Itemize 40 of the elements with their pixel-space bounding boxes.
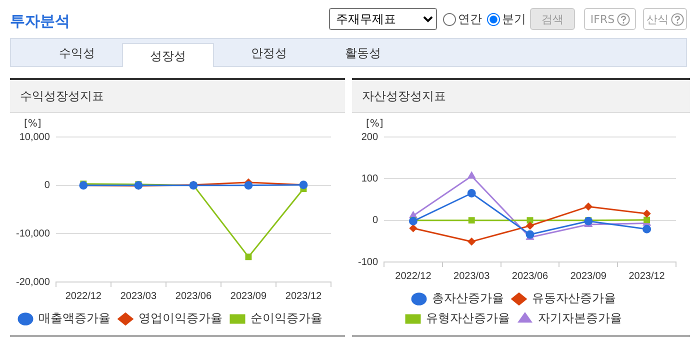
- x-tick-label: 2022/12: [65, 290, 102, 302]
- text: 주재무제표: [329, 8, 437, 30]
- legend-label: 영업이익증가율: [138, 311, 222, 326]
- x-tick-label: 2023/12: [285, 290, 322, 302]
- y-tick-label: 100: [361, 173, 378, 184]
- y-tick-label: -20,000: [16, 276, 50, 288]
- text: 활동성: [344, 45, 382, 62]
- legend-label: 총자산증가율: [432, 291, 504, 306]
- y-tick-label: 200: [361, 132, 378, 143]
- chart-title: 수익성장성지표: [10, 80, 345, 113]
- legend-label: 자기자본증가율: [538, 311, 622, 326]
- y-tick-label: 0: [44, 180, 50, 192]
- x-tick-label: 2023/03: [454, 270, 490, 282]
- legend-label: 매출액증가율: [38, 311, 110, 326]
- chart-title: 자산성장성지표: [352, 80, 690, 113]
- x-tick-label: 2023/09: [230, 290, 267, 302]
- legend-label: 순이익증가율: [250, 311, 322, 326]
- y-axis-title: [%]: [366, 118, 384, 130]
- text: 연간: [457, 11, 482, 28]
- y-tick-label: 0: [372, 215, 378, 226]
- y-tick-label: -100: [358, 256, 378, 268]
- x-tick-label: 2023/06: [512, 270, 549, 282]
- legend-label: 유형자산증가율: [426, 311, 510, 326]
- text: IFRS: [584, 8, 636, 30]
- y-tick-label: -10,000: [16, 228, 50, 240]
- x-tick-label: 2023/09: [570, 270, 607, 282]
- y-axis-title: [%]: [24, 118, 42, 130]
- text: 수익성: [58, 45, 96, 62]
- text: 성장성: [122, 43, 214, 67]
- legend-label: 유동자산증가율: [532, 291, 616, 306]
- x-tick-label: 2023/06: [175, 290, 212, 302]
- x-tick-label: 2023/03: [120, 290, 157, 302]
- text: 검색: [530, 8, 575, 30]
- text: 분기: [501, 11, 526, 28]
- text: 산식: [643, 8, 687, 30]
- x-tick-label: 2022/12: [395, 270, 432, 282]
- text: 안정성: [250, 45, 288, 62]
- y-tick-label: 10,000: [19, 132, 50, 143]
- x-tick-label: 2023/12: [628, 270, 666, 282]
- text: 투자분석: [10, 12, 70, 31]
